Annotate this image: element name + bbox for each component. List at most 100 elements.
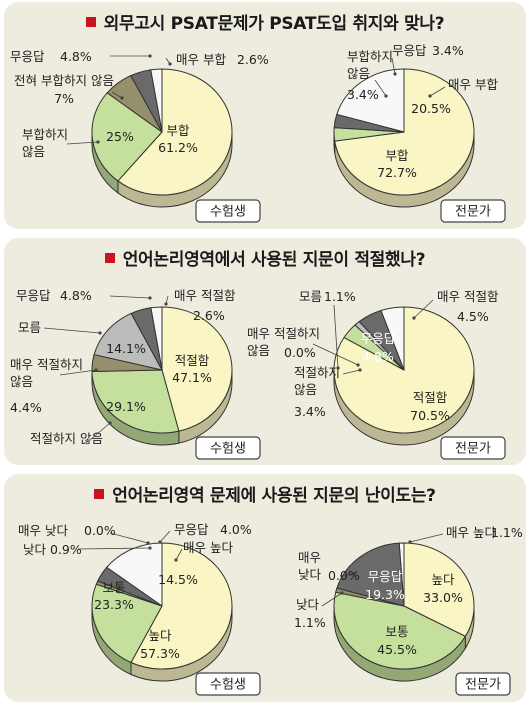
leader-dot: [384, 94, 388, 98]
slice-value-label: 0.9%: [50, 542, 82, 557]
leader-line: [175, 548, 183, 561]
leader-dot: [98, 331, 102, 335]
leader-dot: [148, 296, 152, 300]
slice-value-label: 14.1%: [106, 341, 146, 356]
slice-value-label: 61.2%: [158, 140, 198, 155]
slice-label: 무응답: [368, 569, 403, 584]
slice-label: 부합하지: [347, 49, 393, 64]
pie-slice: [91, 92, 163, 182]
group-badge-box: [440, 199, 506, 223]
group-badge-label: 수험생: [210, 205, 246, 220]
slice-label: 않음: [10, 374, 33, 389]
pie-slice: [97, 566, 163, 607]
pie-slice: [358, 309, 405, 371]
slice-value-label: 19.3%: [365, 587, 405, 602]
group-badge-box: [455, 672, 511, 696]
pie-chart-5: 수험생 매우 높다 14.5% 높다 57.3% 보통 23.3% 낮다 0.9% 매우 낮다 0.…: [18, 522, 261, 696]
group-badge-label: 전문가: [455, 442, 491, 457]
slice-value-label: 4.8%: [362, 349, 394, 364]
slice-label: 낮다: [23, 542, 47, 557]
pie-slice: [91, 369, 180, 434]
slice-label: 매우 적절하지: [247, 326, 320, 341]
slice-label: 보통: [102, 580, 125, 595]
bullet-square-icon: [85, 17, 96, 27]
leader-line: [321, 592, 343, 607]
slice-label: 않음: [294, 382, 317, 397]
pie-slice: [333, 113, 405, 133]
group-badge: 수험생: [195, 436, 261, 460]
leader-dot: [148, 546, 152, 550]
slice-label: 모름: [299, 289, 322, 304]
pie-slice: [130, 307, 163, 371]
slice-label: 부합: [166, 123, 190, 138]
slice-label: 부합하지: [22, 127, 68, 142]
leader-line: [409, 533, 444, 543]
pie-labels: 매우 높다 14.5% 높다 57.3% 보통 23.3% 낮다 0.9% 매우 낮다 0.0% 무…: [18, 522, 252, 661]
leader-dot: [146, 541, 150, 545]
panel-1-title: 외무고시 PSAT문제가 PSAT도입 취지와 맞나?: [4, 9, 526, 34]
group-badge-label: 수험생: [210, 442, 246, 457]
group-badge: 전문가: [455, 672, 511, 696]
group-badge-box: [195, 672, 261, 696]
slice-value-label: 45.5%: [377, 642, 417, 657]
slice-label: 않음: [347, 66, 370, 81]
slice-value-label: 14.5%: [158, 572, 198, 587]
leader-line: [109, 295, 151, 299]
pie-chart-3: 수험생 매우 적절함 2.6% 적절함 47.1% 적절하지 않음 29.1% 매우 적절하지…: [10, 288, 261, 460]
group-badge-box: [195, 436, 261, 460]
slice-label: 높다: [431, 572, 455, 587]
slice-label: 매우: [298, 550, 321, 565]
slice-label: 매우 적절함: [437, 289, 499, 304]
slice-label: 낮다: [298, 567, 322, 582]
pie-slice: [403, 542, 475, 638]
group-badge-box: [195, 199, 261, 223]
slice-value-label: 3.4%: [294, 404, 326, 419]
group-badge-box: [440, 436, 506, 460]
slice-label: 모름: [18, 320, 41, 335]
leader-dot: [393, 72, 397, 76]
slice-value-label: 1.1%: [491, 525, 523, 540]
leader-dot: [168, 62, 172, 66]
leader-line: [429, 86, 446, 97]
slice-value-label: 4.8%: [60, 288, 92, 303]
slice-value-label: 0.0%: [328, 568, 360, 583]
leader-line: [77, 547, 151, 550]
leader-line: [333, 304, 339, 369]
slice-value-label: 4.0%: [220, 522, 252, 537]
slice-label: 적절하지 않음: [30, 431, 103, 446]
slice-label: 매우 적절하지: [10, 357, 83, 372]
bullet-square-icon: [104, 253, 115, 263]
slice-label: 무응답: [16, 288, 51, 303]
pie-slice: [130, 542, 233, 670]
slice-label: 보통: [385, 624, 408, 639]
leader-dot: [148, 54, 152, 58]
slice-value-label: 33.0%: [423, 590, 463, 605]
leader-line: [66, 141, 99, 145]
leader-dot: [336, 366, 340, 370]
slice-label: 무응답: [174, 522, 209, 537]
pie-slice: [336, 542, 405, 607]
pie-slice: [334, 68, 475, 196]
slice-value-label: 2.6%: [237, 52, 269, 67]
leader-line: [339, 573, 355, 577]
slice-value-label: 2.6%: [193, 308, 225, 323]
slice-label: 매우 높다: [183, 540, 233, 555]
pie-slice: [130, 69, 163, 133]
leader-dot: [358, 368, 362, 372]
leader-line: [342, 369, 361, 375]
leader-dot: [412, 316, 416, 320]
slice-value-label: 0.0%: [84, 523, 116, 538]
slice-label: 매우 낮다: [18, 523, 68, 538]
slice-value-label: 1.1%: [294, 615, 326, 630]
pie-slice: [161, 306, 233, 432]
slice-value-label: 47.1%: [172, 370, 212, 385]
group-badge-label: 전문가: [465, 678, 501, 693]
slice-value-label: 1.1%: [324, 289, 356, 304]
